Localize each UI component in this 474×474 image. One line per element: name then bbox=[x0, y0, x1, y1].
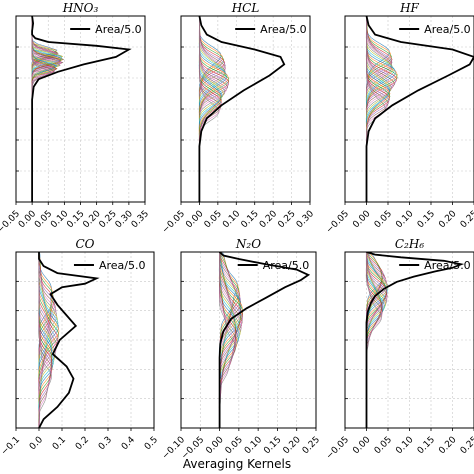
x-tick-label: 0.05 bbox=[373, 209, 394, 230]
x-tick-label: 0.25 bbox=[276, 209, 297, 230]
panel-title: HF bbox=[399, 1, 419, 15]
x-tick-label: 0.25 bbox=[98, 209, 119, 230]
x-tick-label: 0.10 bbox=[221, 209, 242, 230]
x-tick-label: 0.00 bbox=[351, 209, 372, 230]
panel-title: N₂O bbox=[235, 237, 261, 251]
x-tick-label: −0.05 bbox=[324, 435, 351, 462]
x-tick-label: 0.05 bbox=[373, 435, 394, 456]
x-tick-label: 0.20 bbox=[437, 209, 458, 230]
panel-4: −0.10−0.050.000.050.100.150.200.25N₂OAre… bbox=[160, 237, 322, 462]
x-tick-label: 0.05 bbox=[203, 209, 224, 230]
x-tick-label: 0.00 bbox=[17, 209, 38, 230]
x-tick-label: 0.00 bbox=[351, 435, 372, 456]
x-tick-label: 0.20 bbox=[282, 435, 303, 456]
panels-group: −0.050.000.050.100.150.200.250.300.35HNO… bbox=[0, 1, 474, 462]
x-tick-label: 0.20 bbox=[258, 209, 279, 230]
area-line bbox=[365, 16, 474, 202]
x-tick-label: 0.10 bbox=[49, 209, 70, 230]
kernel-curves bbox=[198, 16, 286, 202]
x-tick-label: 0.25 bbox=[301, 435, 322, 456]
area-line bbox=[198, 16, 286, 202]
x-tick-label: −0.1 bbox=[0, 435, 22, 458]
legend-label: Area/5.0 bbox=[424, 259, 471, 272]
x-tick-label: −0.05 bbox=[324, 209, 351, 236]
x-tick-label: 0.15 bbox=[416, 209, 437, 230]
kernel-curves bbox=[365, 16, 474, 202]
kernel-curves bbox=[365, 252, 465, 428]
panel-3: −0.1 0.0 0.1 0.2 0.3 0.4 0.5 CO Area/5.0 bbox=[0, 237, 160, 458]
area-line bbox=[31, 16, 132, 202]
x-tick-label: 0.1 bbox=[51, 435, 68, 452]
x-tick-label: 0.0 bbox=[28, 435, 45, 452]
panel-title: C₂H₆ bbox=[395, 237, 424, 251]
x-tick-label: 0.5 bbox=[143, 435, 160, 452]
panel-0: −0.050.000.050.100.150.200.250.300.35HNO… bbox=[0, 1, 151, 236]
x-tick-label: 0.25 bbox=[459, 435, 474, 456]
legend-label: Area/5.0 bbox=[263, 259, 310, 272]
panel-title: CO bbox=[75, 237, 94, 251]
area-line bbox=[365, 252, 465, 428]
x-tick-label: 0.4 bbox=[120, 435, 137, 452]
x-tick-label: 0.05 bbox=[33, 209, 54, 230]
panel-title: HCL bbox=[231, 1, 260, 15]
area-line bbox=[38, 252, 100, 428]
x-tick-label: 0.20 bbox=[81, 209, 102, 230]
x-tick-label: 0.20 bbox=[437, 435, 458, 456]
kernel-line bbox=[38, 252, 52, 428]
x-tick-label: 0.30 bbox=[295, 209, 316, 230]
x-tick-label: −0.05 bbox=[160, 209, 187, 236]
panel-1: −0.050.000.050.100.150.200.250.30 HCLArea… bbox=[160, 1, 316, 236]
panel-2: −0.05 0.00 0.05 0.10 0.15 0.20 0.25 HF Area/5.0 bbox=[324, 1, 474, 236]
x-tick-label: 0.15 bbox=[65, 209, 86, 230]
x-tick-label: 0.05 bbox=[224, 435, 245, 456]
kernel-curves bbox=[218, 252, 311, 428]
x-axis-label: Averaging Kernels bbox=[183, 457, 291, 471]
x-tick-label: 0.15 bbox=[262, 435, 283, 456]
kernel-curves bbox=[31, 16, 132, 202]
area-line bbox=[218, 252, 311, 428]
x-tick-label: 0.10 bbox=[394, 435, 415, 456]
panel-title: HNO₃ bbox=[62, 1, 99, 15]
panel-5: −0.05 0.00 0.05 0.10 0.15 0.20 0.25 C₂H₆Area/5.… bbox=[324, 237, 474, 462]
x-tick-label: 0.2 bbox=[74, 435, 91, 452]
x-tick-label: 0.15 bbox=[240, 209, 261, 230]
x-tick-label: 0.3 bbox=[97, 435, 114, 452]
legend-label: Area/5.0 bbox=[260, 23, 307, 36]
kernel-line bbox=[199, 16, 226, 202]
legend-label: Area/5.0 bbox=[99, 259, 146, 272]
x-tick-label: 0.15 bbox=[416, 435, 437, 456]
kernel-curves bbox=[38, 252, 100, 428]
x-tick-label: 0.00 bbox=[204, 435, 225, 456]
legend-label: Area/5.0 bbox=[424, 23, 471, 36]
x-tick-label: 0.00 bbox=[184, 209, 205, 230]
x-tick-label: 0.35 bbox=[130, 209, 151, 230]
x-tick-label: 0.10 bbox=[243, 435, 264, 456]
x-tick-label: 0.30 bbox=[114, 209, 135, 230]
legend-label: Area/5.0 bbox=[95, 23, 142, 36]
x-tick-label: 0.10 bbox=[394, 209, 415, 230]
x-tick-label: 0.25 bbox=[459, 209, 474, 230]
